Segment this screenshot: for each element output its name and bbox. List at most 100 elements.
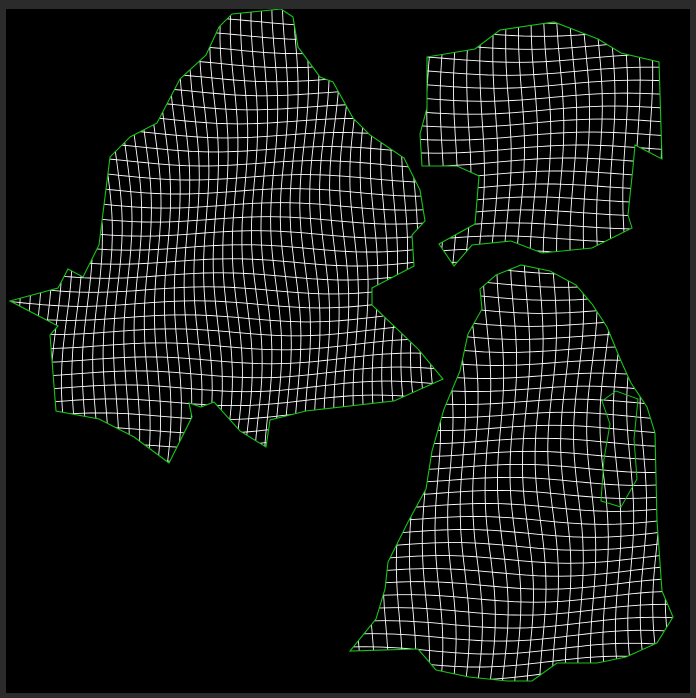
uv-edge <box>10 156 443 169</box>
uv-edge <box>350 318 673 327</box>
uv-edge <box>10 255 443 267</box>
uv-edge <box>350 541 673 551</box>
uv-edge <box>169 9 182 463</box>
uv-edge <box>420 118 662 128</box>
uv-edge <box>159 9 172 463</box>
uv-edge <box>189 9 203 463</box>
uv-edge <box>350 476 673 486</box>
uv-edge <box>10 380 443 393</box>
uv-edge <box>502 22 512 266</box>
uv-edge <box>390 9 403 463</box>
uv-edge <box>350 590 673 603</box>
uv-edge <box>534 265 547 681</box>
uv-edge <box>260 9 273 463</box>
uv-edge <box>477 22 485 266</box>
uv-edge <box>29 9 42 463</box>
uv-edge <box>350 423 673 434</box>
uv-edge <box>10 142 443 155</box>
uv-edge <box>10 9 443 15</box>
uv-edge <box>420 131 662 141</box>
uv-edge <box>350 529 673 538</box>
uv-edge <box>10 436 443 448</box>
uv-edge <box>10 86 443 99</box>
uv-edge <box>456 265 470 681</box>
uv-edge <box>350 668 673 681</box>
large-left-island[interactable] <box>6 9 452 465</box>
upper-right-island-seam <box>419 21 663 267</box>
uv-edge <box>10 352 443 365</box>
uv-edge <box>10 31 443 43</box>
uv-edge <box>139 9 152 463</box>
uv-edge <box>350 553 673 564</box>
uv-edge <box>420 157 662 167</box>
uv-edge <box>309 9 321 463</box>
uv-edge <box>369 9 382 463</box>
uv-edge <box>419 9 433 463</box>
uv-edge <box>660 22 662 266</box>
uv-edge <box>10 9 22 463</box>
uv-edge <box>350 292 673 301</box>
uv-viewport[interactable] <box>6 9 690 693</box>
uv-edge <box>612 265 625 681</box>
uv-edge <box>219 9 233 463</box>
uv-edge <box>50 9 63 463</box>
uv-edge <box>609 22 616 266</box>
uv-edge <box>522 265 534 681</box>
uv-edge <box>81 9 93 463</box>
uv-edge <box>420 66 662 76</box>
uv-edge <box>635 22 641 266</box>
uv-edge <box>299 9 311 463</box>
uv-edge <box>350 331 673 340</box>
lower-right-island[interactable] <box>342 254 677 685</box>
uv-edge <box>354 265 366 681</box>
lower-right-island-seam <box>348 264 674 682</box>
uv-edge <box>350 642 673 655</box>
uv-edge <box>420 222 662 230</box>
uv-edge <box>652 265 665 681</box>
uv-wireframe-canvas[interactable] <box>6 9 690 693</box>
uv-edge <box>648 22 655 266</box>
uv-edge <box>71 9 83 463</box>
uv-edge <box>10 422 443 435</box>
uv-edge <box>420 40 662 50</box>
uv-edge <box>560 265 572 681</box>
uv-edge <box>542 22 552 266</box>
uv-edge <box>420 209 662 218</box>
uv-edge <box>420 22 662 24</box>
uv-edge <box>430 265 444 681</box>
uv-edge <box>10 184 443 197</box>
uv-edge <box>350 629 673 642</box>
uv-edge <box>350 578 673 590</box>
uv-edge <box>573 265 584 681</box>
uv-edge <box>10 366 443 379</box>
uv-edge <box>664 265 673 681</box>
uv-edge <box>516 22 525 266</box>
uv-edge <box>10 212 443 225</box>
uv-edge <box>319 9 331 463</box>
uv-edge <box>350 463 673 473</box>
uv-edge <box>496 265 509 681</box>
uv-edge <box>350 516 673 525</box>
uv-edge <box>452 22 459 266</box>
uv-edge <box>10 450 443 462</box>
uv-edge <box>420 144 662 154</box>
uv-edge <box>101 9 113 463</box>
uv-edge <box>199 9 213 463</box>
large-left-island-seam <box>8 9 444 464</box>
uv-edge <box>91 9 103 463</box>
lower-right-inner-seam <box>600 390 639 508</box>
uv-edge <box>350 383 673 393</box>
uv-edge <box>350 344 673 353</box>
uv-edge <box>586 265 598 681</box>
uv-edge <box>350 616 673 629</box>
uv-edge <box>10 9 12 463</box>
uv-edge <box>443 265 457 681</box>
uv-edge <box>130 9 143 463</box>
uv-edge <box>439 22 446 266</box>
uv-edge <box>10 338 443 351</box>
upper-right-island[interactable] <box>413 16 667 268</box>
uv-edge <box>483 265 496 681</box>
uv-edge <box>509 265 522 681</box>
uv-edge <box>469 265 483 681</box>
